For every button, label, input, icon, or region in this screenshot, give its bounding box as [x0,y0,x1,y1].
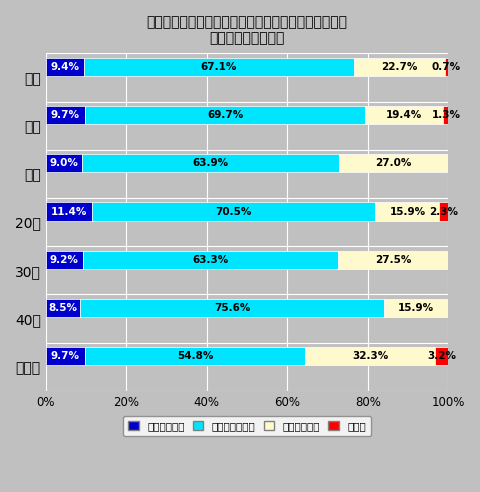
Legend: 完全に直った, 一時的に直った, 直らなかった, 壊れた: 完全に直った, 一時的に直った, 直らなかった, 壊れた [123,416,371,436]
Text: 63.3%: 63.3% [192,255,228,265]
Bar [440,202,449,221]
Text: 9.7%: 9.7% [51,351,80,361]
Bar [46,154,82,173]
Text: 32.3%: 32.3% [352,351,388,361]
Text: 2.3%: 2.3% [430,207,458,216]
Bar [375,202,440,221]
Text: 1.3%: 1.3% [432,110,461,120]
Bar [83,250,337,269]
Text: 19.4%: 19.4% [386,110,422,120]
Bar [46,106,85,124]
Text: 27.5%: 27.5% [375,255,411,265]
Bar [46,347,85,366]
Bar [46,202,92,221]
Bar [84,58,354,76]
Text: 15.9%: 15.9% [398,303,434,313]
Bar [85,106,365,124]
Bar [80,299,384,317]
Text: 9.4%: 9.4% [50,62,79,72]
Bar [445,58,448,76]
Text: 3.2%: 3.2% [427,351,456,361]
Bar [82,154,339,173]
Bar [337,250,448,269]
Bar [435,347,448,366]
Text: 8.5%: 8.5% [48,303,77,313]
Text: 15.9%: 15.9% [389,207,425,216]
Bar [339,154,448,173]
Bar [444,106,449,124]
Title: テレビや冷蔵庫などの家電の調子が悪い時、叩いて、
結果として直ったか: テレビや冷蔵庫などの家電の調子が悪い時、叩いて、 結果として直ったか [146,15,348,45]
Bar [354,58,445,76]
Bar [92,202,375,221]
Text: 63.9%: 63.9% [192,158,228,168]
Text: 75.6%: 75.6% [214,303,250,313]
Text: 27.0%: 27.0% [375,158,412,168]
Bar [305,347,435,366]
Bar [384,299,448,317]
Bar [46,250,83,269]
Text: 67.1%: 67.1% [201,62,237,72]
Bar [46,58,84,76]
Text: 0.7%: 0.7% [432,62,461,72]
Text: 69.7%: 69.7% [207,110,243,120]
Text: 9.7%: 9.7% [51,110,80,120]
Text: 11.4%: 11.4% [50,207,87,216]
Bar [46,299,80,317]
Text: 70.5%: 70.5% [216,207,252,216]
Text: 9.0%: 9.0% [49,158,78,168]
Bar [85,347,305,366]
Text: 22.7%: 22.7% [381,62,418,72]
Text: 9.2%: 9.2% [50,255,79,265]
Bar [365,106,444,124]
Text: 54.8%: 54.8% [177,351,213,361]
